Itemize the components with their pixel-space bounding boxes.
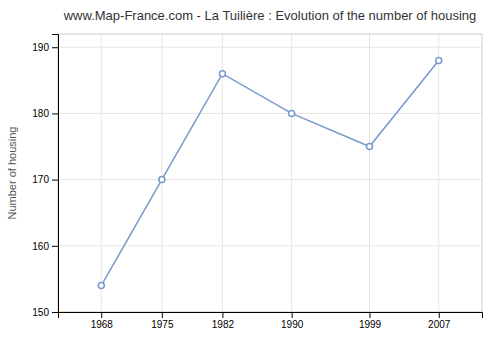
tick-label: 2007 [428, 319, 451, 330]
grid-line [369, 34, 370, 312]
tick: 190 [32, 42, 58, 53]
grid-line [161, 34, 162, 312]
tick: 180 [32, 108, 58, 119]
grid-line [101, 34, 102, 312]
y-axis: 150 160 170 180 190 [32, 35, 58, 318]
point [436, 57, 442, 63]
tick: 1999 [359, 312, 382, 330]
tick-mark [52, 47, 58, 48]
tick: 170 [32, 174, 58, 185]
tick-label: 160 [32, 241, 49, 252]
tick-mark [52, 312, 58, 313]
y-axis-title: Number of housing [6, 127, 18, 220]
tick-mark [52, 113, 58, 114]
tick: 150 [32, 307, 58, 318]
plot-frame [58, 34, 482, 312]
point [219, 71, 225, 77]
tick-mark [52, 246, 58, 247]
point [289, 110, 295, 116]
tick-label: 1968 [91, 319, 114, 330]
series [98, 57, 441, 288]
plot-area: 1968 1975 1982 1990 1999 2007 150 160 170 180 190 [32, 34, 482, 330]
tick: 2007 [428, 312, 451, 330]
tick-label: 1975 [151, 319, 174, 330]
axis-line [52, 35, 59, 313]
tick-label: 180 [32, 108, 49, 119]
tick-mark [162, 312, 163, 318]
tick-label: 1999 [359, 319, 382, 330]
point [98, 283, 104, 289]
tick-label: 1990 [281, 319, 304, 330]
tick-mark [101, 312, 102, 318]
chart: 1968 1975 1982 1990 1999 2007 150 160 170 180 190 w… [0, 0, 500, 340]
tick-mark [222, 312, 223, 318]
tick-mark [52, 180, 58, 181]
grid [58, 34, 482, 312]
tick-label: 190 [32, 42, 49, 53]
tick-label: 150 [32, 307, 49, 318]
tick: 160 [32, 241, 58, 252]
point [367, 144, 373, 150]
title: www.Map-France.com - La Tuilière : Evolu… [63, 8, 477, 23]
grid-line [58, 113, 482, 114]
tick-mark [370, 312, 371, 318]
grid-line [291, 34, 292, 312]
grid-line [58, 245, 482, 246]
tick: 1975 [151, 312, 174, 330]
grid-line [58, 47, 482, 48]
tick-label: 170 [32, 174, 49, 185]
tick: 1982 [212, 312, 235, 330]
tick: 1968 [91, 312, 114, 330]
line [101, 60, 438, 285]
tick-mark [292, 312, 293, 318]
tick-mark [439, 312, 440, 318]
axis-line [59, 313, 483, 319]
tick: 1990 [281, 312, 304, 330]
grid-line [438, 34, 439, 312]
x-axis: 1968 1975 1982 1990 1999 2007 [59, 312, 483, 330]
grid-line [58, 179, 482, 180]
point [159, 177, 165, 183]
tick-label: 1982 [212, 319, 235, 330]
